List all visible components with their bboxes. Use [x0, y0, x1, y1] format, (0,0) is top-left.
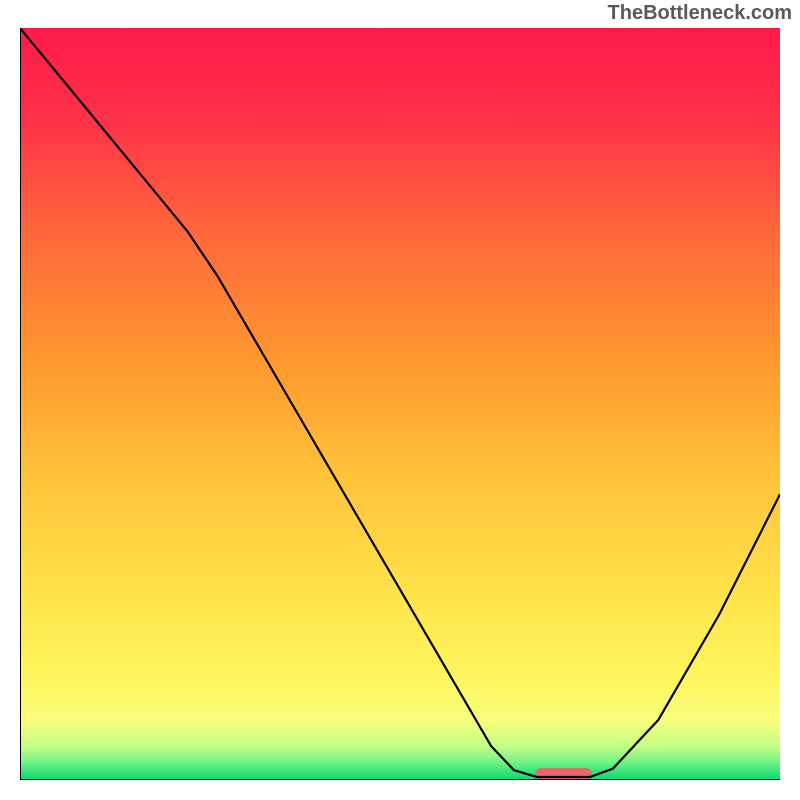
chart-container: TheBottleneck.com: [0, 0, 800, 800]
plot-area: [20, 28, 780, 780]
watermark-text: TheBottleneck.com: [608, 2, 792, 25]
trough-marker: [535, 768, 592, 780]
gradient-background: [20, 28, 780, 780]
plot-svg: [20, 28, 780, 780]
